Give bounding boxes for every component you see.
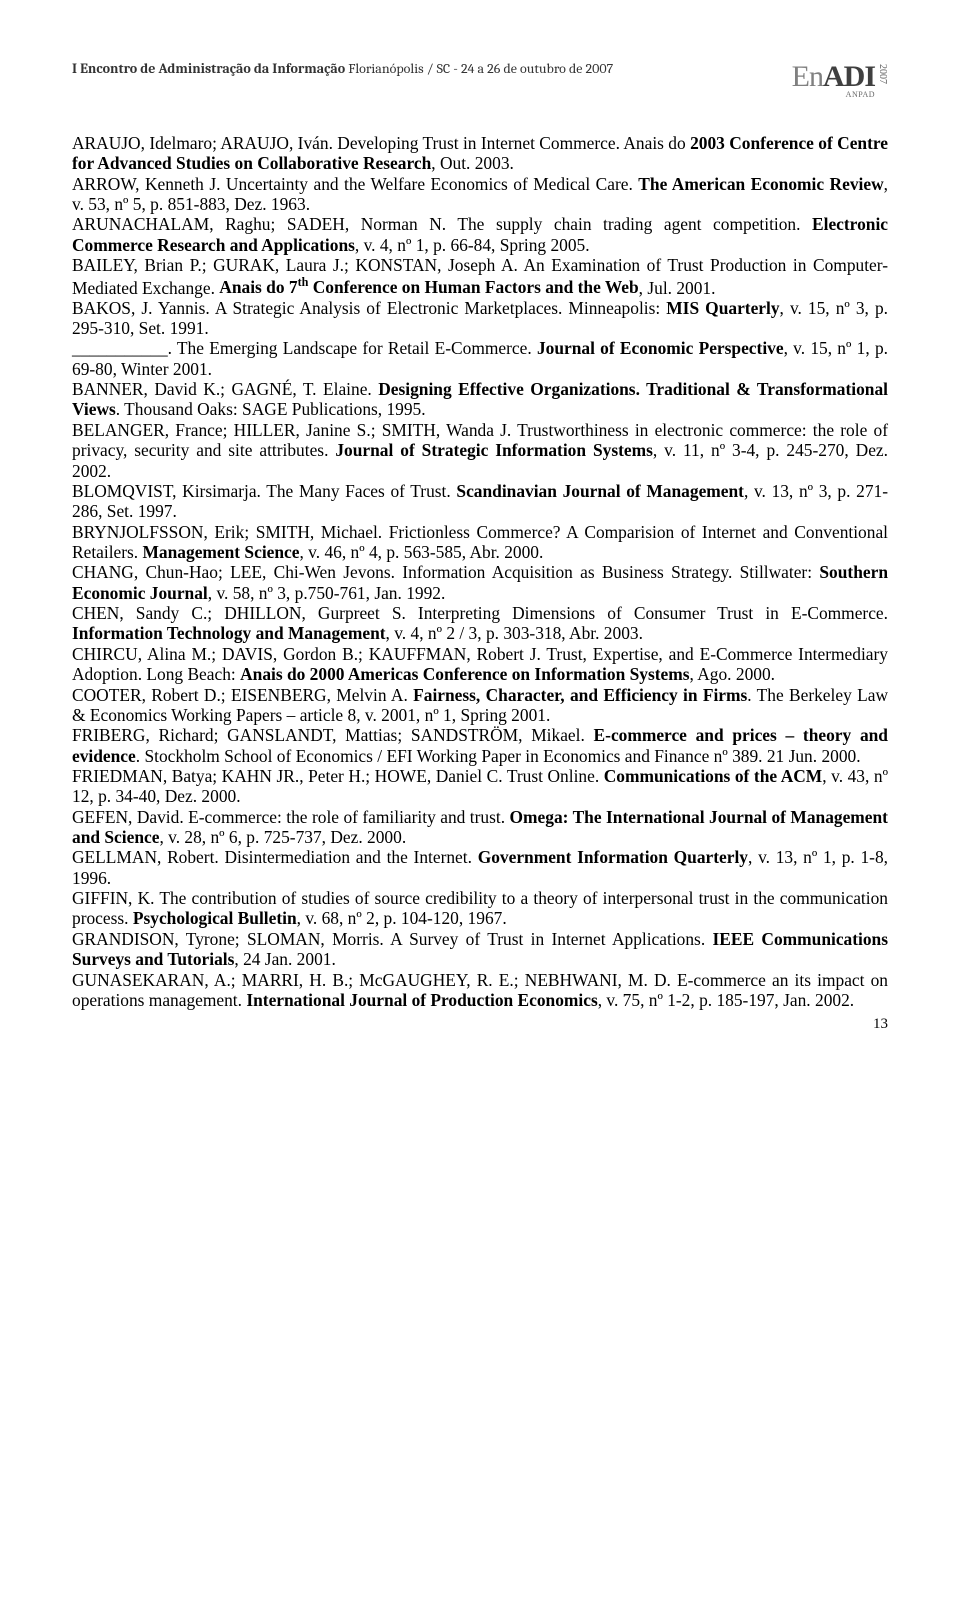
reference-entry: COOTER, Robert D.; EISENBERG, Melvin A. … <box>72 685 888 726</box>
reference-entry: CHANG, Chun-Hao; LEE, Chi-Wen Jevons. In… <box>72 562 888 603</box>
reference-entry: BRYNJOLFSSON, Erik; SMITH, Michael. Fric… <box>72 522 888 563</box>
reference-entry: BLOMQVIST, Kirsimarja. The Many Faces of… <box>72 481 888 522</box>
header-title-rest: Florianópolis / SC - 24 a 26 de outubro … <box>345 60 613 77</box>
reference-entry: CHEN, Sandy C.; DHILLON, Gurpreet S. Int… <box>72 603 888 644</box>
reference-entry: GUNASEKARAN, A.; MARRI, H. B.; McGAUGHEY… <box>72 970 888 1011</box>
reference-entry: ARROW, Kenneth J. Uncertainty and the We… <box>72 174 888 215</box>
reference-entry: BELANGER, France; HILLER, Janine S.; SMI… <box>72 420 888 481</box>
reference-entry: BAKOS, J. Yannis. A Strategic Analysis o… <box>72 298 888 339</box>
page-container: I Encontro de Administração da Informaçã… <box>0 0 960 1073</box>
logo-main: ADI <box>823 60 875 93</box>
references-block: ARAUJO, Idelmaro; ARAUJO, Iván. Developi… <box>72 133 888 1010</box>
reference-entry: GIFFIN, K. The contribution of studies o… <box>72 888 888 929</box>
reference-entry: FRIBERG, Richard; GANSLANDT, Mattias; SA… <box>72 725 888 766</box>
page-header: I Encontro de Administração da Informaçã… <box>72 60 888 99</box>
reference-entry: FRIEDMAN, Batya; KAHN JR., Peter H.; HOW… <box>72 766 888 807</box>
header-logo: EnADI ANPAD 2007 <box>792 60 888 99</box>
page-number: 13 <box>72 1016 888 1033</box>
header-title: I Encontro de Administração da Informaçã… <box>72 60 613 77</box>
reference-entry: CHIRCU, Alina M.; DAVIS, Gordon B.; KAUF… <box>72 644 888 685</box>
logo-year: 2007 <box>877 64 888 84</box>
reference-entry: BAILEY, Brian P.; GURAK, Laura J.; KONST… <box>72 255 888 298</box>
reference-entry: ___________. The Emerging Landscape for … <box>72 338 888 379</box>
reference-entry: GRANDISON, Tyrone; SLOMAN, Morris. A Sur… <box>72 929 888 970</box>
header-title-bold: I Encontro de Administração da Informaçã… <box>72 60 345 77</box>
reference-entry: ARAUJO, Idelmaro; ARAUJO, Iván. Developi… <box>72 133 888 174</box>
logo-prefix: En <box>792 60 823 93</box>
reference-entry: GELLMAN, Robert. Disintermediation and t… <box>72 847 888 888</box>
reference-entry: GEFEN, David. E-commerce: the role of fa… <box>72 807 888 848</box>
reference-entry: ARUNACHALAM, Raghu; SADEH, Norman N. The… <box>72 214 888 255</box>
reference-entry: BANNER, David K.; GAGNÉ, T. Elaine. Desi… <box>72 379 888 420</box>
